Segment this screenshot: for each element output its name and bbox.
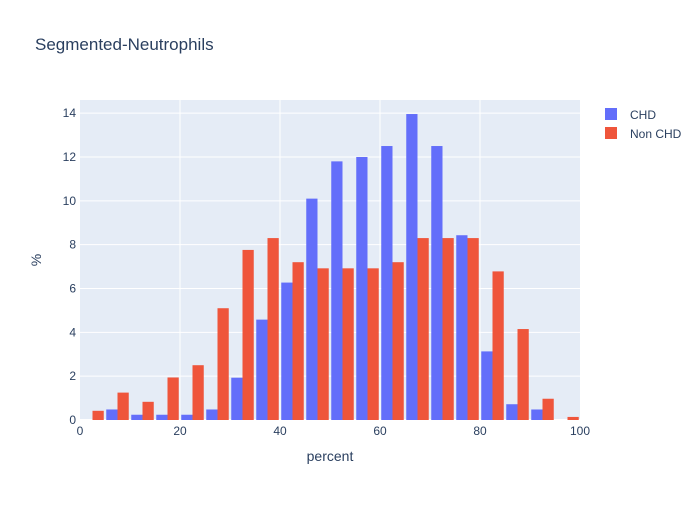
- bar-non-chd[interactable]: Non CHD: 8.3: [417, 238, 429, 420]
- bar-non-chd[interactable]: Non CHD: 0.42: [92, 410, 104, 420]
- y-tick-labels: 0 2 4 6 8 10 12 14: [63, 106, 77, 427]
- legend[interactable]: CHD Non CHD: [605, 108, 682, 141]
- legend-label-non-chd: Non CHD: [630, 127, 682, 141]
- bar-chd[interactable]: CHD: 0.72: [506, 404, 518, 420]
- bar-non-chd[interactable]: Non CHD: 7.76: [242, 249, 254, 420]
- bar-chd[interactable]: CHD: 0.48: [206, 409, 218, 420]
- bar-non-chd[interactable]: Non CHD: 7.2: [292, 262, 304, 420]
- plot-area: [80, 100, 580, 420]
- y-tick-label: 10: [63, 194, 77, 208]
- x-tick-label: 60: [373, 424, 387, 438]
- bar-chd[interactable]: CHD: 12: [356, 156, 368, 420]
- y-tick-label: 4: [69, 325, 76, 339]
- bar-chd[interactable]: CHD: 0.48: [531, 409, 543, 420]
- bar-non-chd[interactable]: Non CHD: 2.5: [192, 365, 204, 420]
- y-tick-label: 2: [69, 369, 76, 383]
- bar-non-chd[interactable]: Non CHD: 6.92: [342, 268, 354, 420]
- bar-chd[interactable]: CHD: 8.43: [456, 235, 468, 420]
- chart-title: Segmented-Neutrophils: [35, 35, 214, 54]
- bars: CHD: 0.48 CHD: 0.24 CHD: 0.24 CHD: 0.24 CHD:…: [92, 114, 579, 420]
- bar-chd[interactable]: CHD: 1.93: [231, 377, 243, 420]
- bar-non-chd[interactable]: Non CHD: 6.92: [367, 268, 379, 420]
- bar-non-chd[interactable]: Non CHD: 7.2: [392, 262, 404, 420]
- x-axis-title: percent: [307, 448, 354, 464]
- bar-chd[interactable]: CHD: 12.5: [381, 146, 393, 420]
- bar-chd[interactable]: CHD: 0.24: [131, 414, 143, 420]
- bar-non-chd[interactable]: Non CHD: 0.14: [567, 416, 579, 420]
- x-tick-label: 0: [77, 424, 84, 438]
- bar-non-chd[interactable]: Non CHD: 4.15: [517, 329, 529, 420]
- bar-non-chd[interactable]: Non CHD: 0.97: [542, 398, 554, 420]
- bar-chd[interactable]: CHD: 6.27: [281, 282, 293, 420]
- y-tick-label: 8: [69, 238, 76, 252]
- bar-non-chd[interactable]: Non CHD: 1.94: [167, 377, 179, 420]
- bar-chd[interactable]: CHD: 11.8: [331, 161, 343, 420]
- bar-non-chd[interactable]: Non CHD: 0.83: [142, 401, 154, 420]
- bar-non-chd[interactable]: Non CHD: 6.92: [317, 268, 329, 420]
- legend-swatch-non-chd: [605, 127, 617, 139]
- bar-chd[interactable]: CHD: 3.13: [481, 351, 493, 420]
- bar-chd[interactable]: CHD: 12.5: [431, 146, 443, 420]
- bar-non-chd[interactable]: Non CHD: 6.78: [492, 271, 504, 420]
- bar-chd[interactable]: CHD: 13.96: [406, 114, 418, 420]
- y-tick-label: 0: [69, 413, 76, 427]
- bar-chd[interactable]: CHD: 10.1: [306, 198, 318, 420]
- bar-chd[interactable]: CHD: 0.24: [156, 414, 168, 420]
- legend-swatch-chd: [605, 108, 617, 120]
- bar-chd[interactable]: CHD: 4.58: [256, 319, 268, 420]
- y-tick-label: 14: [63, 106, 77, 120]
- y-tick-label: 12: [63, 150, 77, 164]
- bar-non-chd[interactable]: Non CHD: 8.3: [267, 238, 279, 420]
- bar-non-chd[interactable]: Non CHD: 1.25: [117, 392, 129, 420]
- bar-chd[interactable]: CHD: 0.48: [106, 409, 118, 420]
- y-axis-title: %: [28, 254, 44, 266]
- y-tick-label: 6: [69, 281, 76, 295]
- bar-non-chd[interactable]: Non CHD: 8.3: [467, 238, 479, 420]
- legend-item-chd[interactable]: CHD: [605, 108, 656, 122]
- x-tick-label: 80: [473, 424, 487, 438]
- bar-non-chd[interactable]: Non CHD: 8.3: [442, 238, 454, 420]
- legend-label-chd: CHD: [630, 108, 656, 122]
- x-tick-label: 40: [273, 424, 287, 438]
- bar-chd[interactable]: CHD: 0.24: [181, 414, 193, 420]
- bar-non-chd[interactable]: Non CHD: 5.1: [217, 308, 229, 420]
- x-tick-labels: 0 20 40 60 80 100: [77, 424, 591, 438]
- legend-item-non-chd[interactable]: Non CHD: [605, 127, 682, 141]
- x-tick-label: 100: [570, 424, 590, 438]
- x-tick-label: 20: [173, 424, 187, 438]
